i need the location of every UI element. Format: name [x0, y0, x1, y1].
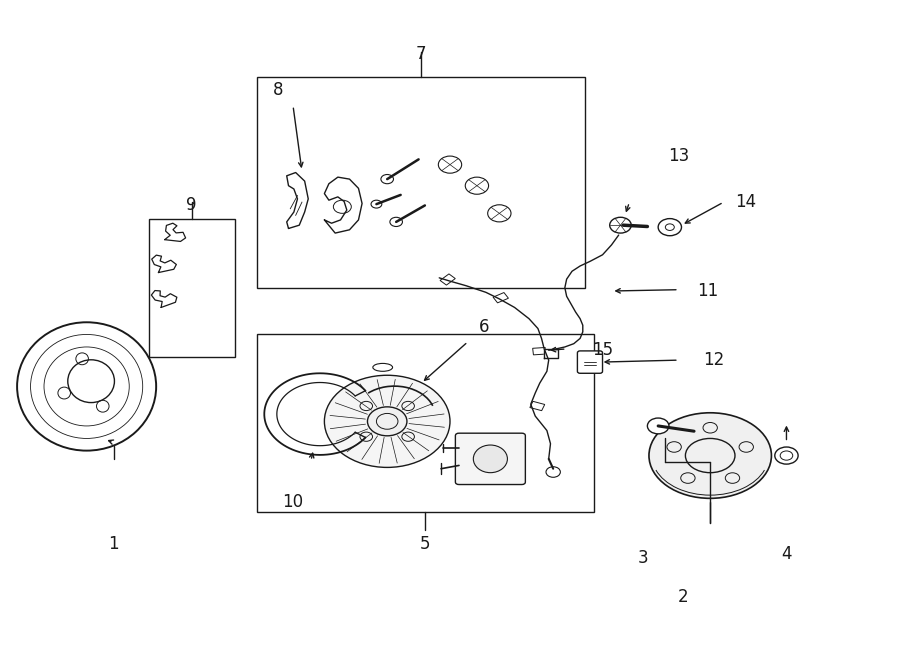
Text: 1: 1: [108, 535, 119, 553]
Text: 10: 10: [283, 492, 303, 511]
Text: 4: 4: [781, 545, 792, 563]
Bar: [493, 293, 508, 303]
Circle shape: [546, 467, 561, 477]
Text: 9: 9: [186, 196, 197, 214]
Circle shape: [438, 156, 462, 173]
Text: 12: 12: [703, 351, 724, 369]
FancyBboxPatch shape: [455, 433, 526, 485]
Bar: [530, 401, 544, 410]
Circle shape: [390, 217, 402, 227]
Ellipse shape: [473, 445, 508, 473]
Text: 15: 15: [592, 341, 613, 359]
Text: 5: 5: [419, 535, 430, 553]
Circle shape: [465, 177, 489, 194]
Circle shape: [647, 418, 669, 434]
Text: 7: 7: [416, 45, 427, 63]
Ellipse shape: [649, 412, 771, 498]
Circle shape: [488, 205, 511, 222]
Text: 11: 11: [697, 282, 718, 300]
Polygon shape: [544, 349, 558, 358]
Text: 3: 3: [637, 549, 648, 566]
Circle shape: [381, 175, 393, 184]
Ellipse shape: [775, 447, 798, 464]
Bar: [257, 77, 585, 288]
Bar: [257, 334, 594, 512]
Text: 2: 2: [678, 588, 688, 606]
Text: 14: 14: [735, 193, 757, 211]
FancyBboxPatch shape: [578, 351, 602, 373]
Bar: [149, 219, 235, 357]
Text: 6: 6: [479, 318, 490, 336]
Circle shape: [324, 375, 450, 467]
Circle shape: [658, 219, 681, 236]
Text: 8: 8: [273, 81, 283, 99]
Circle shape: [367, 407, 407, 436]
Bar: [533, 348, 546, 355]
Text: 13: 13: [668, 147, 689, 165]
Circle shape: [609, 217, 631, 233]
Bar: [440, 274, 455, 285]
Circle shape: [371, 200, 382, 208]
